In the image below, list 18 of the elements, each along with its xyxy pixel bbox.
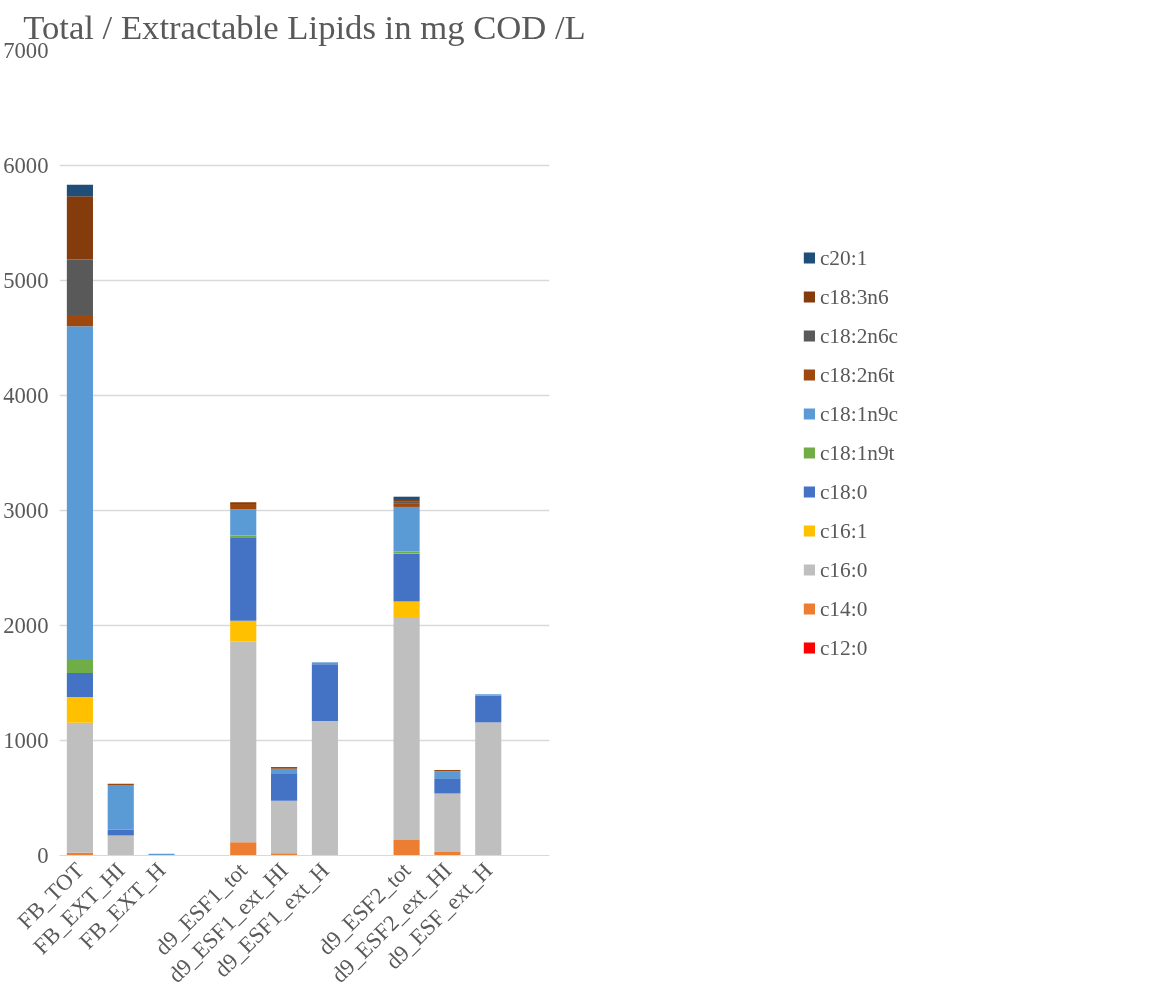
y-tick-label: 1000 (3, 728, 49, 753)
legend-label: c18:1n9t (819, 440, 895, 465)
legend-label: c14:0 (819, 596, 868, 621)
legend-label: c18:3n6 (819, 284, 889, 309)
legend-label: c12:0 (819, 635, 868, 660)
legend-label: c18:2n6c (819, 323, 899, 348)
legend-label: c18:1n9c (819, 401, 899, 426)
y-tick-label: 0 (37, 843, 49, 868)
y-tick-label: 4000 (3, 383, 49, 408)
y-tick-label: 3000 (3, 498, 49, 523)
y-tick-label: 5000 (3, 268, 49, 293)
legend-label: c20:1 (819, 245, 868, 270)
y-tick-label: 6000 (3, 153, 49, 178)
legend-label: c16:1 (819, 518, 868, 543)
y-tick-label: 2000 (3, 613, 49, 638)
legend-label: c16:0 (819, 557, 868, 582)
legend-label: c18:2n6t (819, 362, 895, 387)
legend-label: c18:0 (819, 479, 868, 504)
